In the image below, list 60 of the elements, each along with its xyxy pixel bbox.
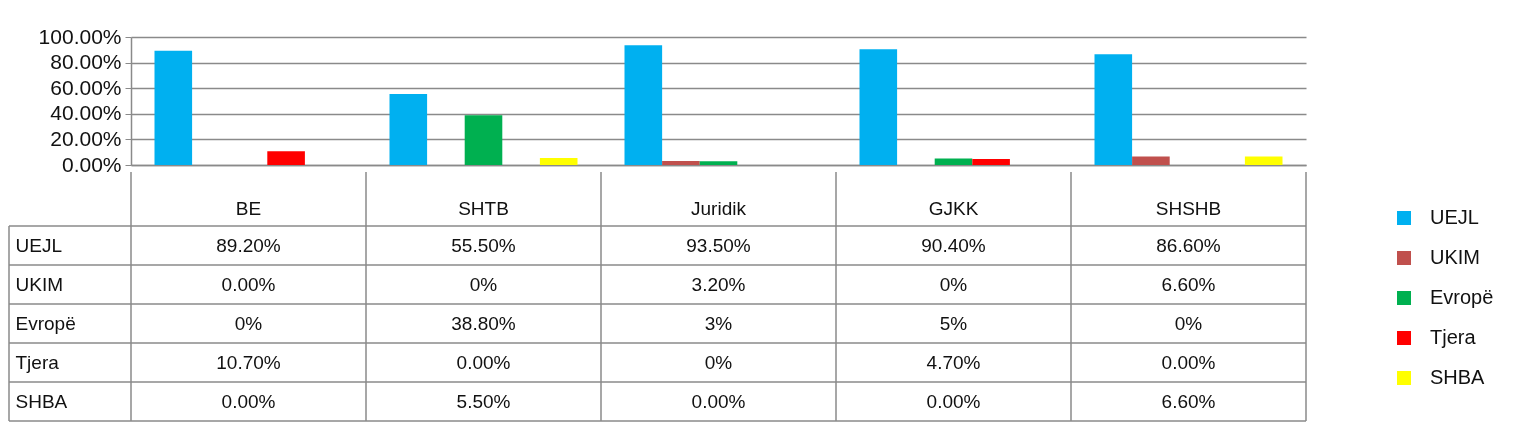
data-label: 0% — [469, 273, 498, 295]
data-label: 86.60% — [1156, 234, 1221, 256]
x-tick-label: SHSHB — [1155, 197, 1222, 219]
data-label: 0.00% — [221, 273, 276, 295]
data-label: 0% — [704, 351, 733, 373]
y-tick-label: 80.00% — [50, 50, 122, 74]
data-label: 93.50% — [686, 234, 751, 256]
data-label: 6.60% — [1161, 273, 1216, 295]
text: SHBA — [15, 390, 68, 412]
x-tick-label: BE — [235, 197, 262, 219]
bar — [699, 161, 738, 165]
data-label: 4.70% — [926, 351, 981, 373]
legend-label: Tjera — [1430, 326, 1477, 348]
bar — [267, 151, 305, 165]
text: Evropë — [15, 312, 76, 334]
data-label: 0.00% — [1161, 351, 1216, 373]
bar — [464, 115, 503, 165]
legend-label: UEJL — [1430, 206, 1479, 228]
data-label: 0.00% — [691, 390, 746, 412]
data-label: 89.20% — [216, 234, 281, 256]
data-label: 90.40% — [921, 234, 986, 256]
bar — [972, 158, 1010, 165]
data-label: 38.80% — [451, 312, 516, 334]
legend-label: SHBA — [1430, 366, 1486, 388]
bar — [662, 160, 700, 165]
bar — [539, 157, 578, 165]
bar — [1094, 54, 1133, 165]
bar — [859, 49, 898, 165]
data-label: 10.70% — [216, 351, 281, 373]
bar — [1132, 156, 1170, 165]
y-tick-label: 100.00% — [38, 24, 122, 48]
text: UKIM — [15, 273, 63, 295]
data-label: 0.00% — [456, 351, 511, 373]
data-label: 5% — [939, 312, 968, 334]
x-tick-label: GJKK — [928, 197, 979, 219]
y-tick-label: 20.00% — [50, 126, 122, 150]
data-label: 0% — [939, 273, 968, 295]
y-tick-label: 60.00% — [50, 75, 122, 99]
data-label: 0.00% — [926, 390, 981, 412]
data-label: 5.50% — [456, 390, 511, 412]
text: Tjera — [15, 351, 59, 373]
data-label: 55.50% — [451, 234, 516, 256]
text: UEJL — [15, 234, 62, 256]
legend-label: Evropë — [1430, 286, 1494, 308]
bar — [1244, 156, 1283, 165]
y-tick-label: 0.00% — [61, 152, 122, 176]
bar — [624, 45, 663, 165]
data-label: 6.60% — [1161, 390, 1216, 412]
bar — [154, 50, 193, 165]
data-label: 3.20% — [691, 273, 746, 295]
legend-label: UKIM — [1430, 246, 1480, 268]
x-tick-label: Juridik — [691, 197, 747, 219]
data-label: 3% — [704, 312, 733, 334]
bar — [934, 158, 973, 165]
x-tick-label: SHTB — [458, 197, 509, 219]
data-label: 0.00% — [221, 390, 276, 412]
data-label: 0% — [1174, 312, 1203, 334]
bar — [389, 93, 428, 165]
y-tick-label: 40.00% — [50, 101, 122, 125]
data-label: 0% — [234, 312, 263, 334]
